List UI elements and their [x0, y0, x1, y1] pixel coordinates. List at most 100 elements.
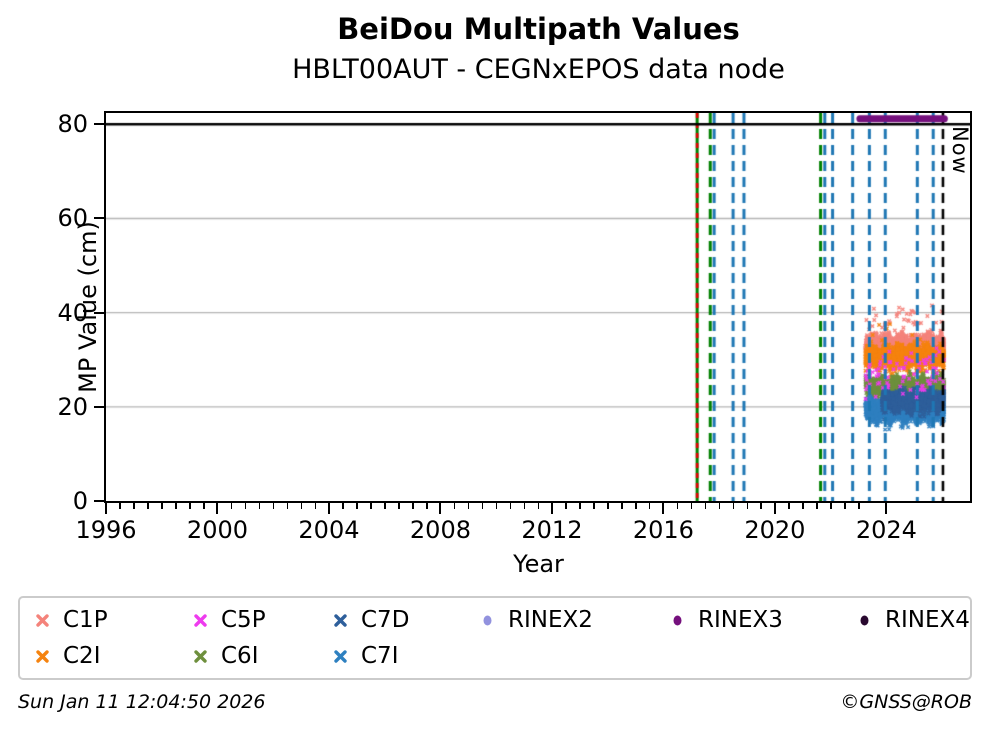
x-minor-tick	[593, 503, 595, 509]
legend-label: RINEX2	[508, 607, 593, 633]
x-minor-tick	[384, 503, 386, 509]
y-major-tick	[94, 217, 104, 220]
legend-label: RINEX3	[698, 607, 783, 633]
x-minor-tick	[732, 503, 735, 509]
y-tick-label: 0	[72, 487, 88, 515]
x-minor-tick	[203, 503, 205, 509]
x-minor-tick	[230, 503, 233, 509]
y-major-tick	[94, 123, 104, 126]
x-minor-tick	[119, 503, 121, 509]
now-annotation: Now	[948, 126, 972, 175]
x-tick-label: 2020	[744, 516, 806, 544]
x-tick-label: 2024	[855, 516, 917, 544]
legend-label: C7D	[361, 607, 410, 633]
y-tick-label: 40	[57, 298, 88, 327]
x-minor-tick	[272, 503, 275, 509]
x-minor-tick	[621, 503, 623, 509]
legend-label: C7I	[361, 643, 399, 669]
legend-item-c5p: C5P	[192, 607, 332, 633]
x-minor-tick	[481, 503, 484, 509]
x-minor-tick	[858, 503, 860, 509]
y-major-tick	[94, 405, 104, 408]
x-major-tick	[662, 503, 665, 514]
chart-subtitle: HBLT00AUT - CEGNxEPOS data node	[292, 54, 785, 85]
plot-canvas	[106, 113, 970, 501]
x-tick-label: 2016	[632, 516, 694, 544]
x-minor-tick	[161, 503, 163, 509]
legend-item-c6i: C6I	[192, 643, 332, 669]
x-tick-label: 2008	[409, 516, 471, 544]
x-tick-label: 1996	[75, 516, 137, 544]
x-major-tick	[885, 503, 888, 514]
x-major-tick	[216, 503, 219, 514]
x-tick-label: 2012	[521, 516, 583, 544]
x-minor-tick	[635, 503, 637, 509]
legend-item-rinex4: RINEX4	[856, 607, 970, 633]
x-minor-tick	[300, 503, 303, 509]
x-minor-tick	[258, 503, 261, 509]
x-minor-tick	[467, 503, 470, 509]
legend: C1P C2I C5P C6I C7D C7I RINEX2 RINEX3 RINEX4	[18, 596, 972, 680]
x-minor-tick	[816, 503, 818, 509]
legend-item-c7i: C7I	[332, 643, 479, 669]
x-minor-tick	[607, 503, 609, 509]
circle-marker-icon	[860, 615, 869, 625]
x-minor-tick	[147, 503, 149, 509]
legend-item-c7d: C7D	[332, 607, 479, 633]
x-minor-tick	[746, 503, 749, 509]
x-minor-tick	[133, 503, 135, 509]
x-marker-icon	[194, 613, 207, 627]
x-major-tick	[105, 503, 107, 514]
x-minor-tick	[788, 503, 790, 509]
x-minor-tick	[314, 503, 317, 509]
y-tick-label: 60	[57, 204, 88, 233]
x-axis-label: Year	[513, 550, 564, 578]
x-minor-tick	[802, 503, 804, 509]
x-minor-tick	[189, 503, 191, 509]
x-minor-tick	[704, 503, 707, 509]
x-major-tick	[550, 503, 553, 514]
legend-item-c1p: C1P	[34, 607, 192, 633]
x-minor-tick	[342, 503, 344, 509]
y-major-tick	[94, 311, 104, 314]
x-tick-label: 2004	[298, 516, 360, 544]
x-marker-icon	[334, 649, 347, 663]
x-minor-tick	[286, 503, 289, 509]
legend-item-c2i: C2I	[34, 643, 192, 669]
plot-area	[104, 111, 972, 503]
x-minor-tick	[370, 503, 372, 509]
x-minor-tick	[523, 503, 526, 509]
legend-label: C1P	[63, 607, 108, 633]
legend-label: RINEX4	[885, 607, 970, 633]
x-major-tick	[439, 503, 442, 514]
x-major-tick	[327, 503, 330, 514]
circle-marker-icon	[673, 615, 682, 625]
x-minor-tick	[537, 503, 539, 509]
y-tick-label: 80	[57, 110, 88, 139]
legend-item-rinex3: RINEX3	[669, 607, 856, 633]
x-marker-icon	[36, 613, 49, 627]
x-minor-tick	[244, 503, 247, 509]
x-minor-tick	[426, 503, 428, 509]
y-tick-label: 20	[57, 392, 88, 421]
y-major-tick	[94, 500, 104, 502]
legend-label: C5P	[221, 607, 266, 633]
x-minor-tick	[398, 503, 400, 509]
x-minor-tick	[453, 503, 456, 509]
x-major-tick	[773, 503, 776, 514]
x-minor-tick	[356, 503, 358, 509]
y-axis-label: MP Value (cm)	[74, 221, 102, 393]
x-marker-icon	[334, 613, 347, 627]
x-minor-tick	[690, 503, 693, 509]
x-tick-label: 2000	[186, 516, 249, 544]
x-marker-icon	[36, 649, 49, 663]
x-marker-icon	[194, 649, 207, 663]
x-minor-tick	[579, 503, 581, 509]
copyright-notice: ©GNSS@ROB	[840, 691, 972, 713]
x-minor-tick	[565, 503, 567, 509]
x-minor-tick	[760, 503, 762, 509]
x-minor-tick	[830, 503, 832, 509]
circle-marker-icon	[483, 615, 492, 625]
legend-item-rinex2: RINEX2	[479, 607, 669, 633]
